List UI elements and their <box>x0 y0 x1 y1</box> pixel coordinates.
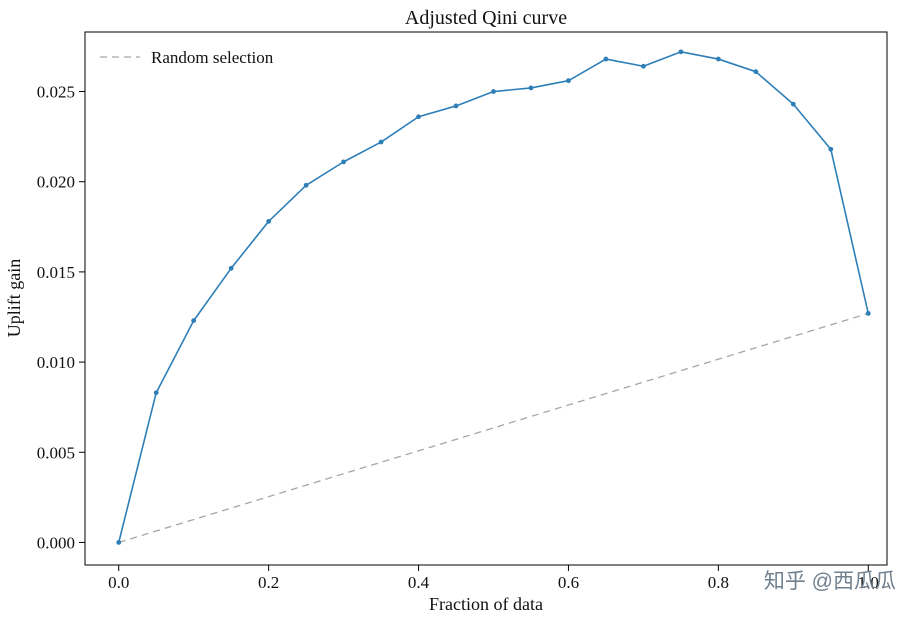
qini-curve-marker <box>341 159 346 165</box>
chart-title: Adjusted Qini curve <box>405 7 567 29</box>
chart-series <box>116 49 871 545</box>
qini-curve-marker <box>303 182 309 188</box>
legend: Random selection <box>100 48 274 67</box>
x-tick-label: 0.0 <box>108 573 129 592</box>
y-tick-label: 0.020 <box>37 173 75 192</box>
qini-curve-marker <box>865 310 871 316</box>
y-tick-label: 0.025 <box>37 83 75 102</box>
qini-curve-marker <box>228 265 234 271</box>
qini-curve-marker <box>528 85 534 91</box>
y-tick-label: 0.000 <box>37 533 75 552</box>
y-tick-label: 0.010 <box>37 353 75 372</box>
x-tick-label: 1.0 <box>858 573 879 592</box>
qini-curve-marker <box>715 56 721 62</box>
x-tick-label: 0.8 <box>708 573 729 592</box>
qini-curve-marker <box>153 390 159 396</box>
y-tick-label: 0.015 <box>37 263 75 282</box>
qini-curve-marker <box>828 146 834 152</box>
qini-curve-marker <box>641 63 646 69</box>
legend-label: Random selection <box>151 48 274 67</box>
x-tick-label: 0.4 <box>408 573 430 592</box>
qini-curve-marker <box>416 114 421 120</box>
qini-curve-marker <box>453 103 459 109</box>
x-tick-label: 0.6 <box>558 573 579 592</box>
plot-frame <box>84 31 888 566</box>
y-tick-label: 0.005 <box>37 443 75 462</box>
qini-curve-marker <box>266 218 272 224</box>
qini-curve-line <box>117 51 870 543</box>
qini-curve-marker <box>790 101 796 107</box>
watermark: 知乎 @西瓜瓜 <box>763 570 896 593</box>
random-selection-line <box>118 312 869 544</box>
qini-curve-marker <box>116 540 122 545</box>
qini-curve-marker <box>753 69 759 75</box>
axis-ticks: 0.0 0.2 0.4 0.6 0.8 1.0 0.000 0.005 0.010 0.015 0.… <box>37 83 879 592</box>
qini-curve-marker <box>191 318 197 323</box>
y-axis-label: Uplift gain <box>4 259 24 338</box>
qini-curve-marker <box>491 89 496 94</box>
qini-curve-marker <box>678 49 684 55</box>
x-tick-label: 0.2 <box>258 573 279 592</box>
qini-curve-marker <box>566 78 571 84</box>
qini-curve-marker <box>378 139 384 145</box>
x-axis-label: Fraction of data <box>429 594 543 614</box>
qini-curve-marker <box>603 56 609 62</box>
